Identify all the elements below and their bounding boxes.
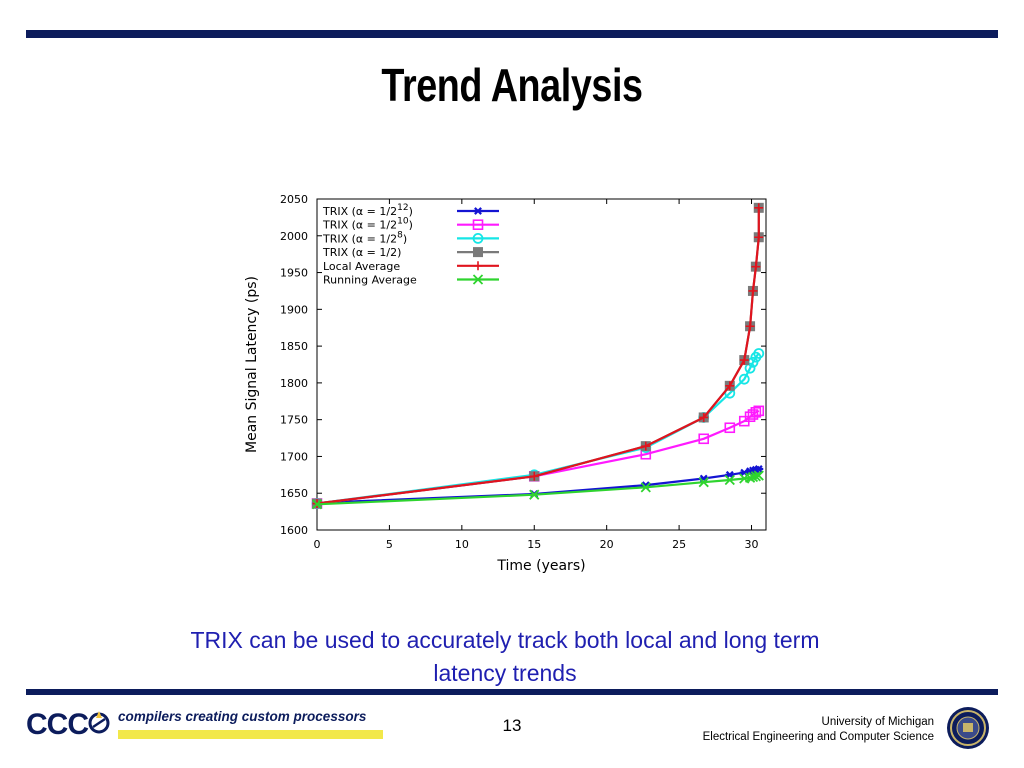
- ccc-logo: CCC compilers creating custom processors: [26, 706, 383, 746]
- legend-swatch: [457, 207, 499, 215]
- slide-caption: TRIX can be used to accurately track bot…: [90, 624, 920, 690]
- legend-label: TRIX (α = 1/28): [322, 230, 407, 245]
- data-point: [747, 409, 759, 420]
- legend-swatch: [457, 219, 499, 231]
- data-point: [472, 219, 484, 231]
- legend-swatch: [457, 274, 499, 285]
- legend-label: Local Average: [323, 260, 400, 273]
- latency-chart: 1600165017001750180018501900195020002050…: [244, 193, 767, 574]
- data-point: [753, 470, 764, 481]
- series-line: [316, 409, 760, 505]
- data-point: [473, 247, 483, 258]
- legend-label: Running Average: [323, 274, 417, 287]
- data-point: [754, 232, 764, 242]
- x-tick-label: 15: [527, 538, 541, 551]
- x-axis-label: Time (years): [496, 558, 585, 574]
- affiliation-department: Electrical Engineering and Computer Scie…: [702, 731, 934, 743]
- data-point: [311, 499, 323, 510]
- university-seal-icon: [947, 707, 989, 749]
- data-point: [750, 407, 762, 418]
- data-point: [640, 482, 651, 493]
- data-point: [750, 471, 761, 482]
- series-2: [311, 348, 765, 509]
- y-tick-label: 1900: [280, 303, 308, 316]
- data-point: [529, 489, 540, 500]
- logo-text: CCC: [26, 708, 89, 741]
- data-point: [725, 381, 735, 391]
- data-point: [744, 362, 756, 374]
- y-axis-label: Mean Signal Latency (ps): [244, 276, 260, 453]
- legend-label: TRIX (α = 1/212): [322, 203, 413, 218]
- legend-swatch: [457, 233, 499, 244]
- data-point: [751, 262, 761, 272]
- caption-line-1: TRIX can be used to accurately track bot…: [190, 627, 820, 653]
- x-tick-label: 25: [672, 538, 686, 551]
- data-point: [698, 433, 710, 445]
- data-point: [724, 474, 735, 486]
- x-tick-label: 30: [745, 538, 759, 551]
- x-tick-label: 10: [455, 538, 469, 551]
- data-point: [698, 477, 709, 488]
- data-point: [641, 441, 651, 451]
- logo-accent-bar: [118, 730, 383, 739]
- y-tick-label: 1750: [280, 414, 308, 427]
- series-5: [311, 470, 764, 510]
- data-point: [472, 274, 484, 285]
- data-point: [739, 355, 749, 365]
- caption-line-2: latency trends: [433, 660, 577, 686]
- data-point: [745, 321, 755, 331]
- x-tick-label: 0: [314, 538, 321, 551]
- affiliation-university: University of Michigan: [821, 716, 934, 728]
- y-tick-label: 2050: [280, 193, 308, 206]
- plot-frame: [316, 198, 767, 531]
- logo-tagline: compilers creating custom processors: [118, 709, 367, 724]
- data-point: [473, 207, 483, 215]
- page-number: 13: [502, 716, 522, 735]
- data-point: [473, 261, 483, 271]
- top-rule: [26, 30, 998, 38]
- bottom-rule: [26, 689, 998, 695]
- data-point: [699, 412, 709, 422]
- data-point: [738, 373, 750, 385]
- legend-label: TRIX (α = 1/210): [322, 217, 413, 232]
- y-tick-label: 1850: [280, 340, 308, 353]
- series-4: [312, 203, 764, 509]
- data-point: [529, 471, 539, 481]
- legend-swatch: [457, 261, 499, 271]
- x-tick-label: 5: [386, 538, 393, 551]
- data-point: [754, 203, 764, 213]
- data-point: [748, 286, 758, 296]
- y-tick-label: 1800: [280, 377, 308, 390]
- y-tick-label: 1650: [280, 487, 308, 500]
- data-point: [753, 348, 765, 359]
- y-tick-label: 1950: [280, 267, 308, 280]
- legend-swatch: [457, 247, 499, 258]
- y-tick-label: 2000: [280, 230, 308, 243]
- slide-title: Trend Analysis: [381, 59, 643, 111]
- y-tick-label: 1600: [280, 524, 308, 537]
- data-point: [753, 405, 765, 417]
- x-tick-label: 20: [600, 538, 614, 551]
- data-point: [724, 422, 736, 434]
- data-point: [472, 233, 484, 244]
- y-tick-label: 1700: [280, 450, 308, 463]
- legend-label: TRIX (α = 1/2): [322, 246, 401, 259]
- data-point: [754, 465, 764, 473]
- logo-mark-icon: [88, 711, 110, 734]
- affiliation: University of Michigan Electrical Engine…: [703, 715, 934, 745]
